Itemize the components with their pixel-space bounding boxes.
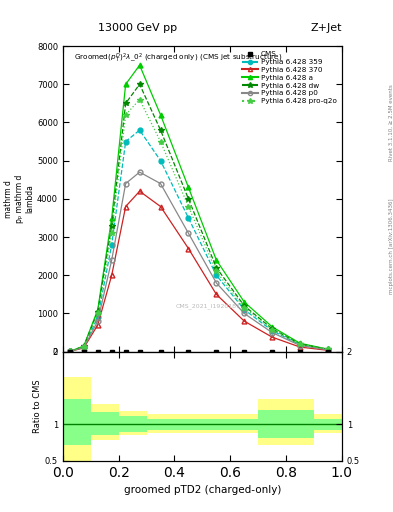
Text: Groomed$(p_T^D)^2\lambda\_0^2$ (charged only) (CMS jet substructure): Groomed$(p_T^D)^2\lambda\_0^2$ (charged …: [74, 52, 282, 66]
X-axis label: groomed pTD2 (charged-only): groomed pTD2 (charged-only): [124, 485, 281, 495]
Text: 13000 GeV pp: 13000 GeV pp: [98, 23, 177, 33]
Legend: CMS, Pythia 6.428 359, Pythia 6.428 370, Pythia 6.428 a, Pythia 6.428 dw, Pythia: CMS, Pythia 6.428 359, Pythia 6.428 370,…: [241, 50, 338, 106]
Text: CMS_2021_I1920187: CMS_2021_I1920187: [176, 303, 241, 309]
Text: Z+Jet: Z+Jet: [310, 23, 342, 33]
Y-axis label: 1
mathrm d²N
mathrm d
pₚ mathrm d
lambda: 1 mathrm d²N mathrm d pₚ mathrm d lambda: [0, 175, 34, 223]
Text: mcplots.cern.ch [arXiv:1306.3436]: mcplots.cern.ch [arXiv:1306.3436]: [389, 198, 393, 293]
Text: Rivet 3.1.10, ≥ 2.5M events: Rivet 3.1.10, ≥ 2.5M events: [389, 84, 393, 161]
Y-axis label: Ratio to CMS: Ratio to CMS: [33, 379, 42, 433]
